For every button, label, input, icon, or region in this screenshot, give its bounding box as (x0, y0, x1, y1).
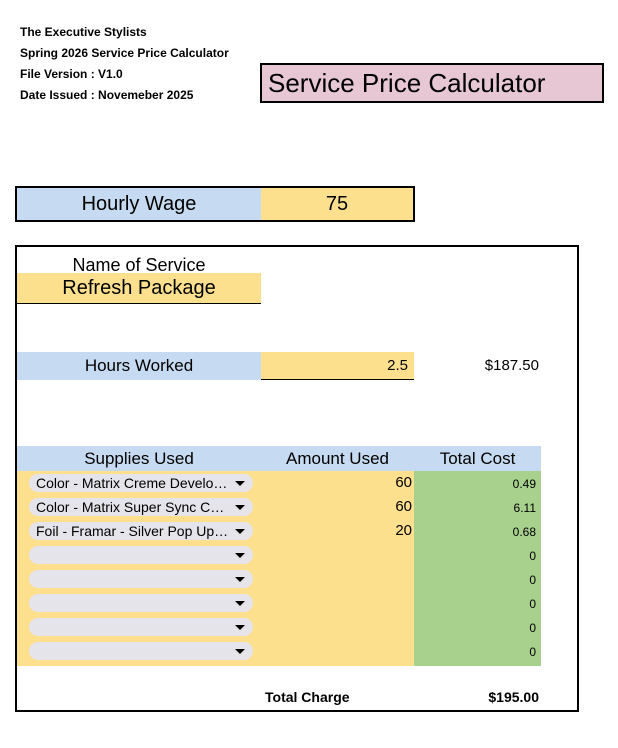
company-name: The Executive Stylists (20, 25, 147, 39)
total-charge-label: Total Charge (265, 689, 350, 705)
table-row: 0 (17, 615, 541, 639)
total-cost-value: 0 (529, 597, 536, 611)
total-cost-value: 0 (529, 573, 536, 587)
chevron-down-icon[interactable] (235, 601, 245, 606)
hourly-wage-row: Hourly Wage 75 (15, 186, 415, 222)
supplies-table: Color - Matrix Creme Developer 60 0.49 C… (17, 471, 541, 663)
supply-select[interactable] (29, 594, 253, 612)
supplies-table-header: Supplies Used Amount Used Total Cost (17, 446, 541, 471)
service-name-input[interactable]: Refresh Package (17, 273, 261, 304)
total-cost-value: 0 (529, 621, 536, 635)
supply-select[interactable]: Color - Matrix Creme Developer (29, 474, 253, 492)
supply-select-value: Foil - Framar - Silver Pop Up Foil (36, 523, 232, 539)
chevron-down-icon[interactable] (235, 481, 245, 486)
supply-select-value: Color - Matrix Creme Developer (36, 475, 232, 491)
hours-worked-label: Hours Worked (17, 352, 261, 380)
supply-select[interactable]: Color - Matrix Super Sync Color (29, 498, 253, 516)
table-row: 0 (17, 543, 541, 567)
total-cost-header: Total Cost (439, 449, 516, 468)
supply-select[interactable] (29, 618, 253, 636)
supply-select[interactable]: Foil - Framar - Silver Pop Up Foil (29, 522, 253, 540)
chevron-down-icon[interactable] (235, 553, 245, 558)
labor-total: $187.50 (484, 357, 539, 374)
supply-select[interactable] (29, 642, 253, 660)
supply-select[interactable] (29, 546, 253, 564)
table-row: 0 (17, 567, 541, 591)
cost-column-background (414, 471, 541, 666)
table-row: 0 (17, 639, 541, 663)
total-cost-value: 0 (529, 549, 536, 563)
date-issued: Date Issued : Novemeber 2025 (20, 88, 194, 102)
amount-used-input[interactable]: 60 (395, 498, 412, 515)
calculator-subtitle: Spring 2026 Service Price Calculator (20, 46, 229, 60)
total-charge-value: $195.00 (488, 689, 539, 705)
table-row: Color - Matrix Creme Developer 60 0.49 (17, 471, 541, 495)
supplies-used-header: Supplies Used (84, 449, 194, 468)
hourly-wage-label: Hourly Wage (17, 188, 261, 220)
chevron-down-icon[interactable] (235, 649, 245, 654)
table-row: Foil - Framar - Silver Pop Up Foil 20 0.… (17, 519, 541, 543)
service-name-label: Name of Service (72, 255, 206, 275)
table-row: 0 (17, 591, 541, 615)
supply-select[interactable] (29, 570, 253, 588)
chevron-down-icon[interactable] (235, 529, 245, 534)
total-cost-value: 0.49 (512, 477, 536, 491)
chevron-down-icon[interactable] (235, 505, 245, 510)
file-version: File Version : V1.0 (20, 67, 123, 81)
table-row: Color - Matrix Super Sync Color 60 6.11 (17, 495, 541, 519)
amount-used-input[interactable]: 20 (395, 522, 412, 539)
page-title: Service Price Calculator (260, 63, 604, 103)
total-cost-value: 0.68 (512, 525, 536, 539)
chevron-down-icon[interactable] (235, 577, 245, 582)
amount-used-header: Amount Used (286, 449, 389, 468)
amount-used-input[interactable]: 60 (395, 474, 412, 491)
supply-select-value: Color - Matrix Super Sync Color (36, 499, 232, 515)
service-calculator-panel: Name of Service Refresh Package Hours Wo… (15, 245, 579, 712)
hourly-wage-input[interactable]: 75 (261, 188, 413, 220)
hours-worked-input[interactable]: 2.5 (261, 352, 414, 380)
chevron-down-icon[interactable] (235, 625, 245, 630)
total-cost-value: 6.11 (513, 501, 536, 515)
total-cost-value: 0 (529, 645, 536, 659)
